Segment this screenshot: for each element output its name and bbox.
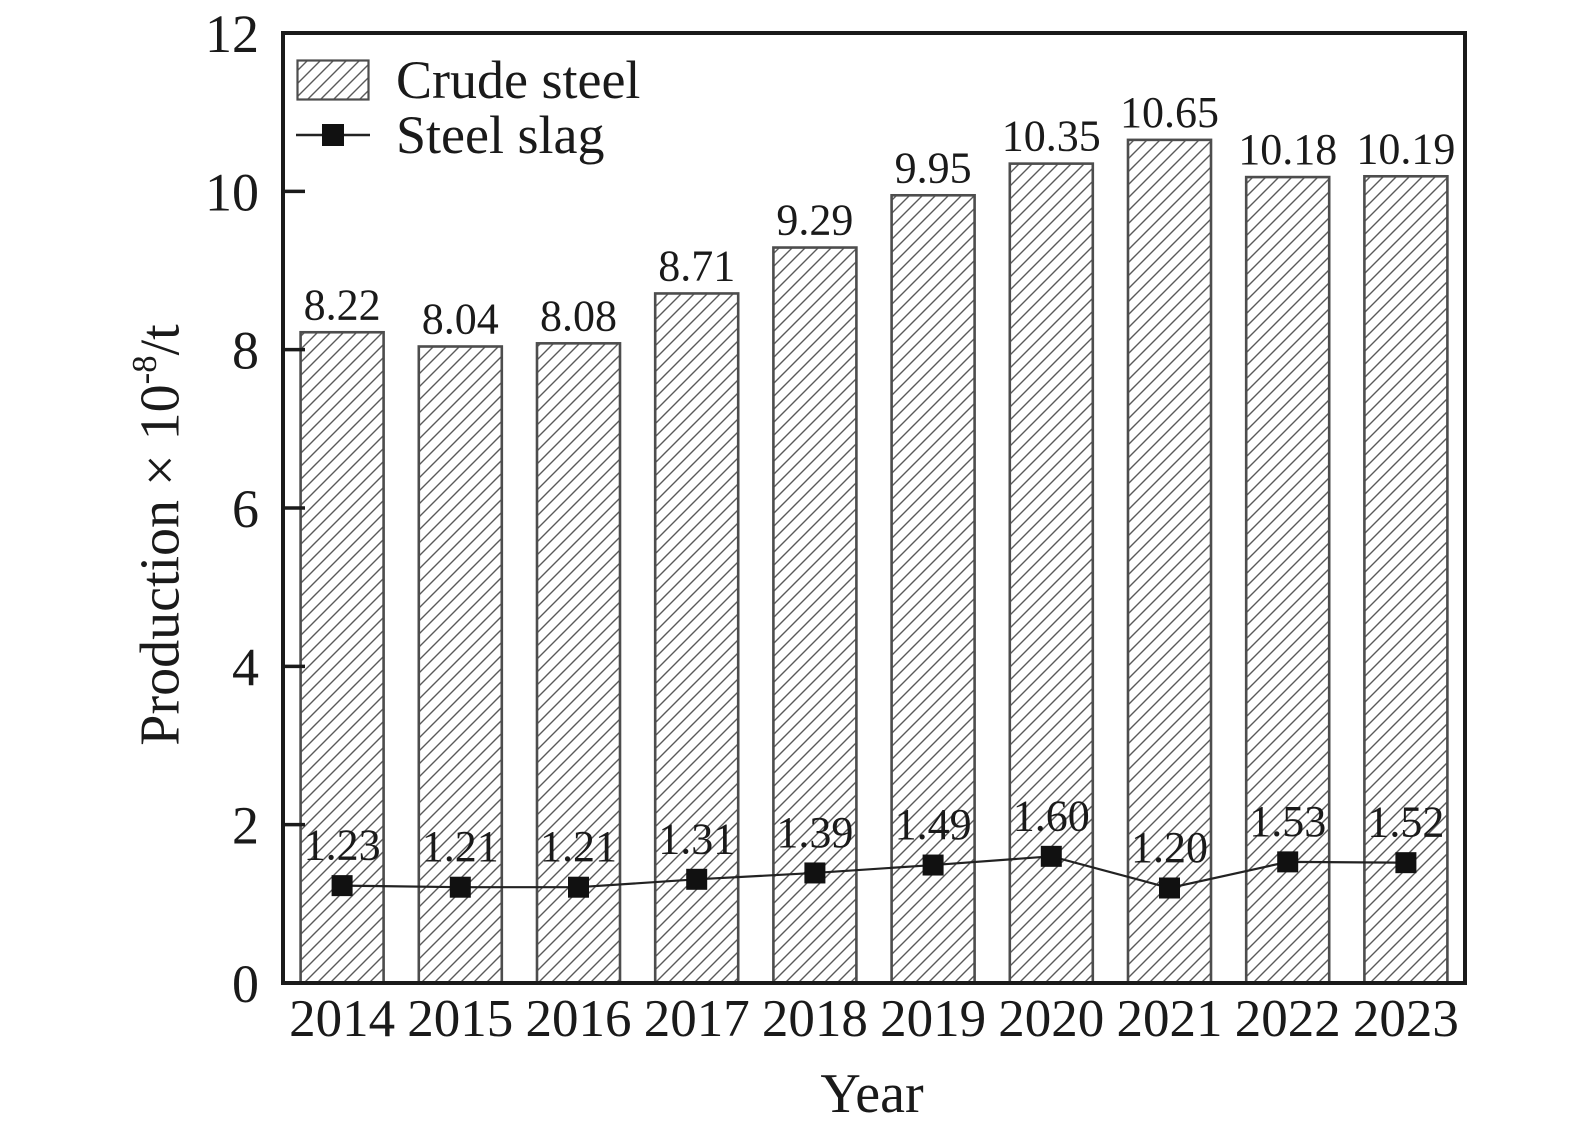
steel-slag-marker-2020 [1040, 845, 1062, 867]
x-tick-label-2020: 2020 [998, 990, 1104, 1048]
x-tick-label-2016: 2016 [526, 990, 632, 1048]
x-tick-label-2018: 2018 [762, 990, 868, 1048]
steel-slag-marker-2019 [922, 854, 944, 876]
legend: Crude steel Steel slag [296, 52, 640, 162]
x-tick-label-2022: 2022 [1235, 990, 1341, 1048]
y-tick-label: 0 [232, 954, 259, 1014]
slag-value-label-2018: 1.39 [776, 808, 853, 857]
slag-value-label-2016: 1.21 [540, 822, 617, 871]
slag-value-label-2015: 1.21 [422, 822, 499, 871]
steel-slag-marker-2023 [1395, 852, 1417, 874]
x-tick-label-2019: 2019 [880, 990, 986, 1048]
steel-slag-marker-2021 [1159, 877, 1180, 899]
x-tick-label-2015: 2015 [407, 990, 513, 1048]
slag-value-label-2014: 1.23 [304, 821, 381, 870]
y-tick-label: 2 [232, 796, 259, 856]
y-tick-label: 6 [232, 479, 259, 539]
bar-value-label-2015: 8.04 [422, 295, 499, 344]
steel-slag-marker-2022 [1277, 851, 1299, 873]
y-axis-title-base: Production × 10 [129, 384, 192, 746]
bar-value-label-2016: 8.08 [540, 291, 617, 340]
x-tick-label-2021: 2021 [1117, 990, 1223, 1048]
bar-2021 [1126, 138, 1213, 985]
bar-2016 [535, 342, 622, 985]
bar-value-label-2021: 10.65 [1120, 88, 1219, 137]
y-axis-title: Production × 10-8/t [113, 85, 191, 985]
bar-2017 [653, 292, 740, 985]
y-tick-label: 4 [232, 637, 259, 697]
bar-value-label-2017: 8.71 [658, 241, 735, 290]
steel-slag-marker-2018 [804, 862, 826, 884]
y-tick-label: 8 [232, 321, 259, 381]
x-tick-label-2023: 2023 [1353, 990, 1459, 1048]
legend-item-steel-slag: Steel slag [296, 107, 640, 162]
legend-label-steel-slag: Steel slag [396, 104, 605, 165]
bar-value-label-2019: 9.95 [895, 143, 972, 192]
bar-value-label-2014: 8.22 [304, 280, 381, 329]
bar-2023 [1363, 174, 1449, 985]
x-tick-label-2014: 2014 [289, 990, 395, 1048]
steel-slag-marker-2015 [449, 876, 471, 898]
y-axis-title-unit: /t [129, 324, 192, 356]
y-tick-label: 12 [205, 4, 259, 64]
steel-slag-marker-2014 [331, 875, 353, 897]
bar-value-label-2018: 9.29 [776, 196, 853, 245]
x-axis-title: Year [820, 1063, 924, 1125]
y-axis-title-exponent: -8 [125, 355, 165, 385]
bar-value-label-2023: 10.19 [1356, 124, 1455, 173]
steel-slag-line [342, 855, 1406, 890]
x-tick-label-2017: 2017 [644, 990, 750, 1048]
slag-value-label-2021: 1.20 [1131, 823, 1208, 872]
legend-item-crude-steel: Crude steel [296, 52, 640, 107]
slag-value-label-2020: 1.60 [1013, 791, 1090, 840]
plot-border [281, 31, 1467, 985]
bar-value-label-2022: 10.18 [1238, 125, 1337, 174]
slag-value-label-2017: 1.31 [658, 814, 735, 863]
y-tick-label: 10 [205, 162, 259, 222]
hatched-bar-swatch-icon [296, 58, 370, 101]
steel-slag-marker-2016 [568, 876, 589, 898]
slag-value-label-2022: 1.53 [1249, 797, 1326, 846]
bar-value-label-2020: 10.35 [1002, 112, 1101, 161]
slag-value-label-2019: 1.49 [895, 800, 972, 849]
slag-value-label-2023: 1.52 [1367, 798, 1444, 847]
steel-slag-marker-2017 [686, 868, 708, 890]
bar-2014 [299, 330, 385, 985]
bar-2019 [890, 193, 976, 985]
line-square-marker-icon [296, 123, 370, 146]
legend-square-marker [322, 123, 344, 146]
legend-hatch-rect [296, 58, 370, 101]
legend-label-crude-steel: Crude steel [396, 49, 641, 110]
